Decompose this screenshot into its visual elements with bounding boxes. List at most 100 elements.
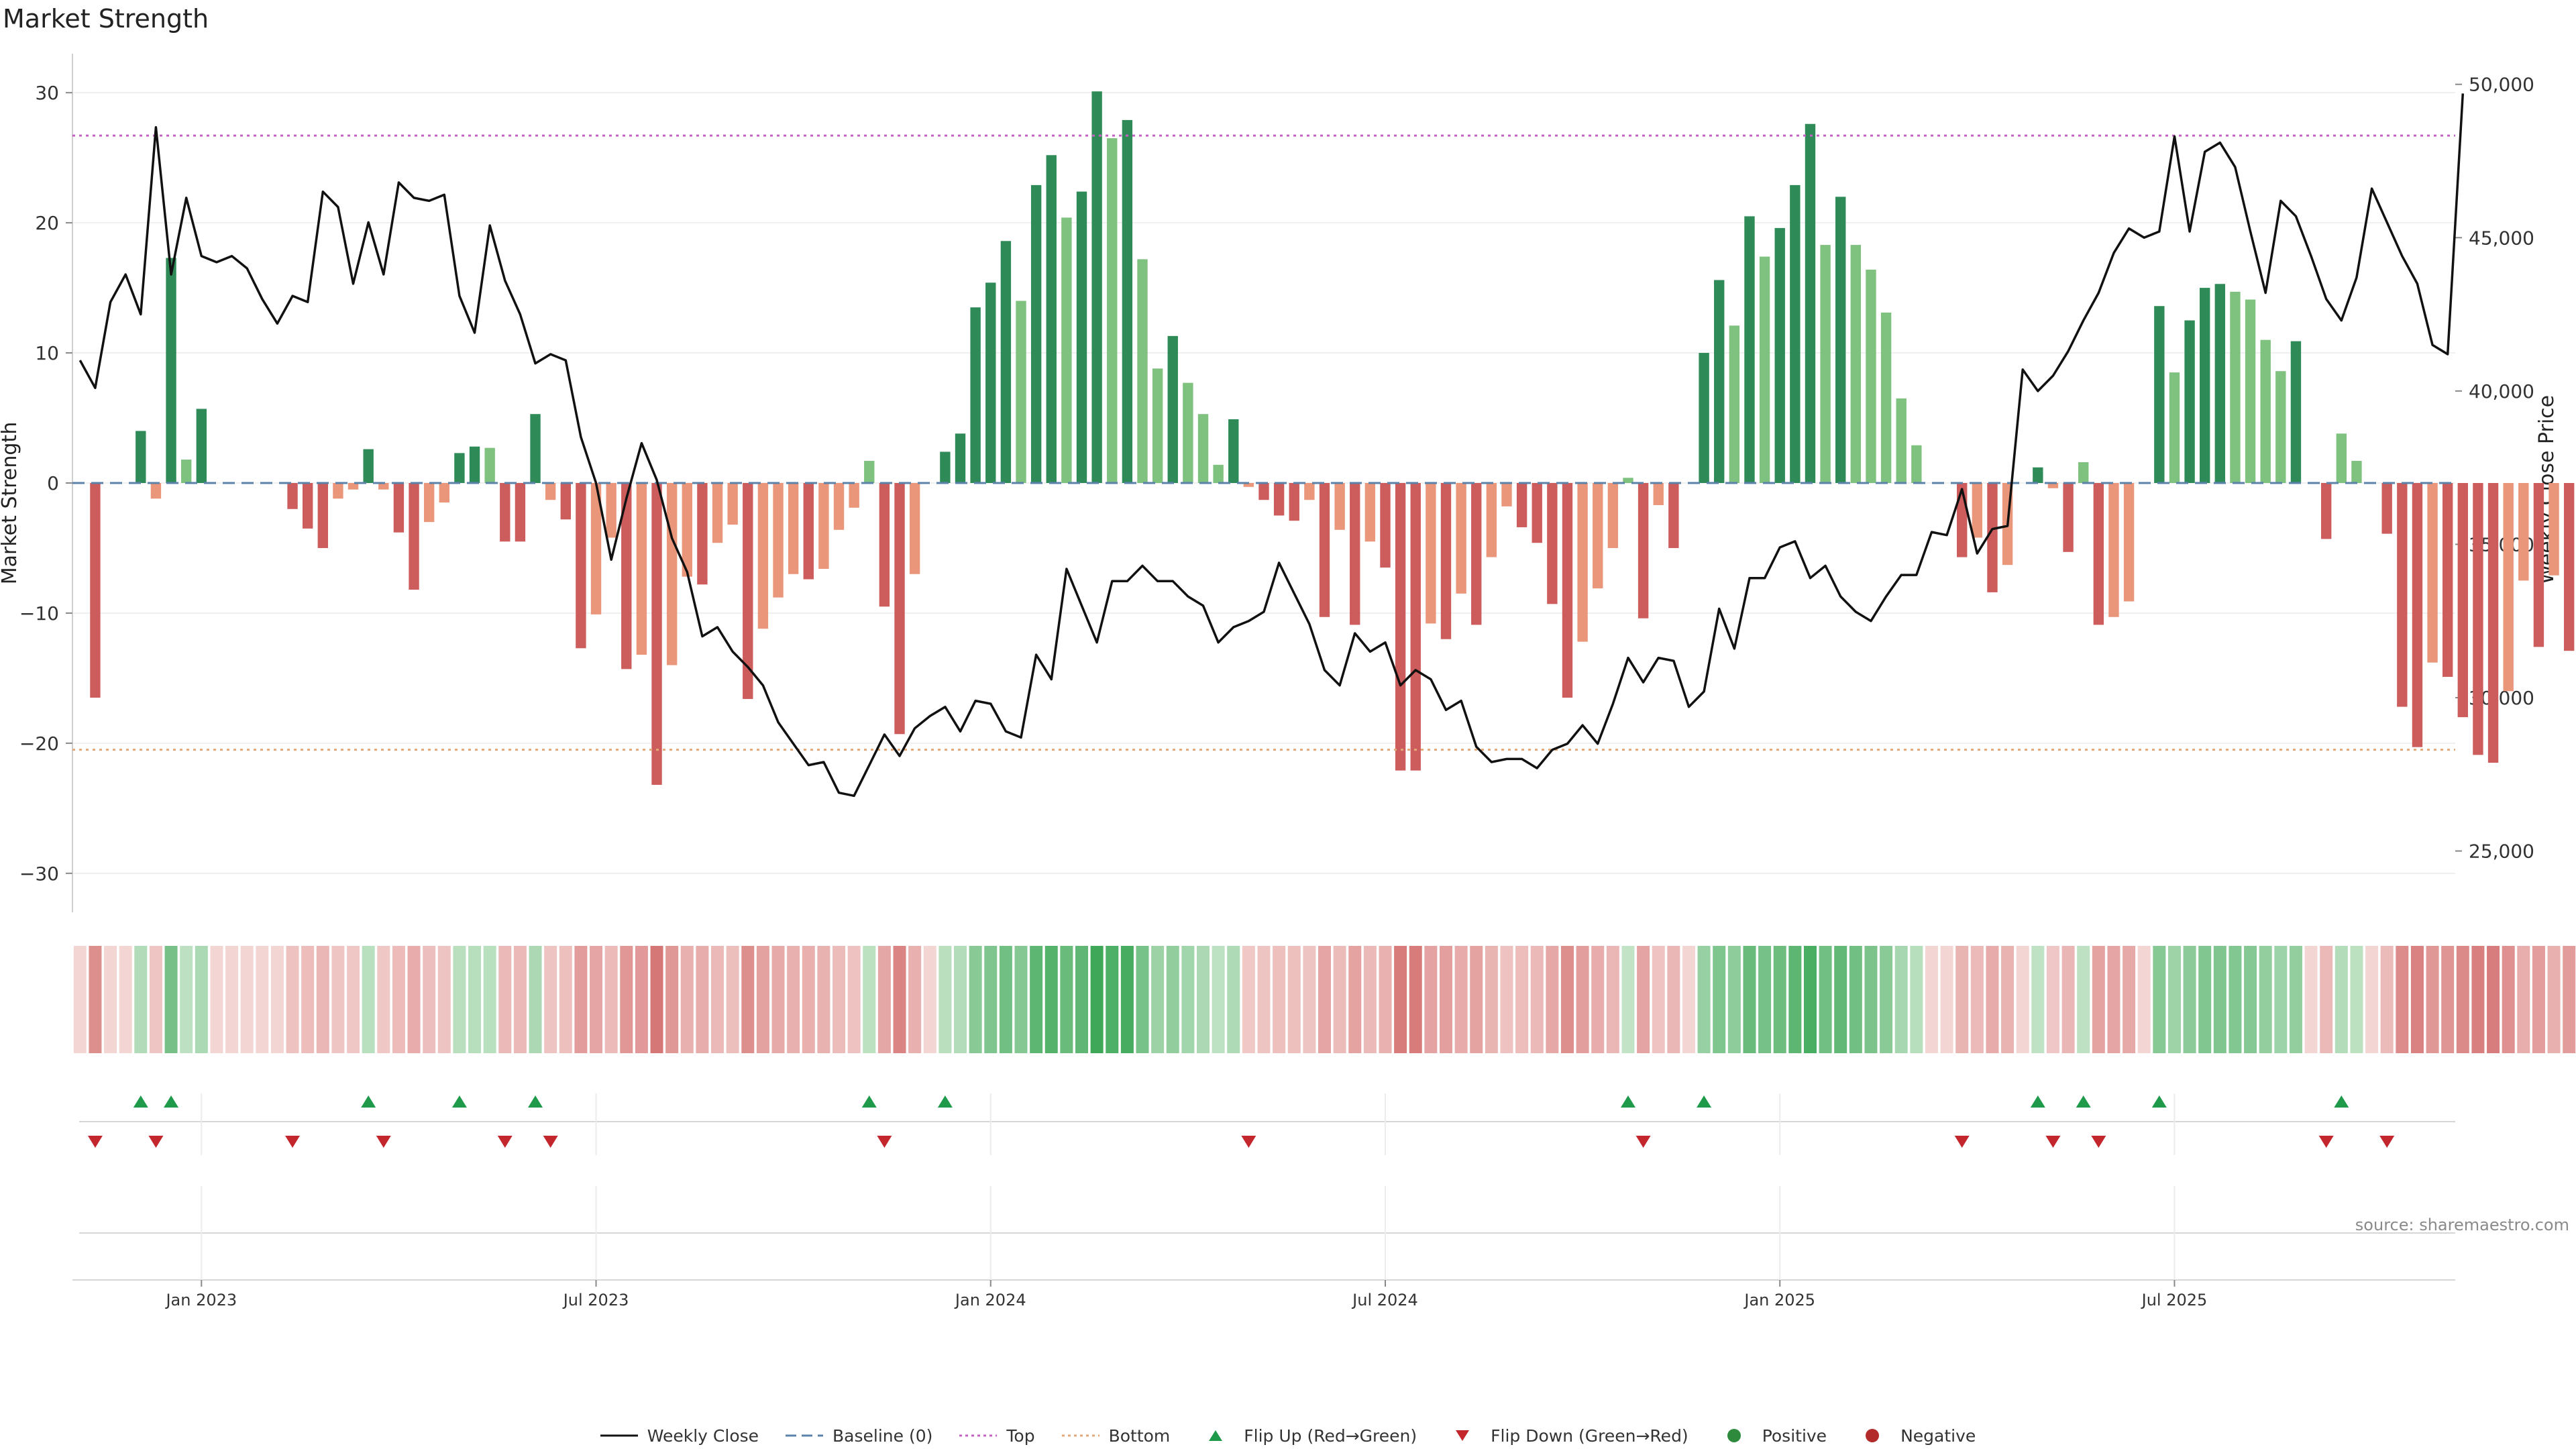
heat-cell <box>240 946 254 1053</box>
legend-symbol <box>1061 1434 1099 1437</box>
heat-cell <box>787 946 800 1053</box>
strength-bar <box>90 483 101 698</box>
strength-bar <box>469 446 480 483</box>
legend-symbol <box>1456 1430 1470 1441</box>
flip-down-marker <box>877 1136 892 1148</box>
strength-bar <box>484 447 495 483</box>
legend-item: Positive <box>1715 1426 1827 1446</box>
heat-cell <box>1803 946 1817 1053</box>
heat-cell <box>2046 946 2059 1053</box>
heat-cell <box>2274 946 2288 1053</box>
legend-item: Top <box>959 1426 1035 1446</box>
heat-cell <box>2259 946 2272 1053</box>
strength-bar <box>1501 483 1512 506</box>
heat-cell <box>1955 946 1969 1053</box>
strength-bar <box>2047 483 2059 488</box>
chart-legend: Weekly Close Baseline (0) Top Bottom Flip Up… <box>0 1422 2576 1449</box>
strength-bar <box>606 483 616 538</box>
heat-cell <box>847 946 861 1053</box>
strength-bar <box>1593 483 1603 589</box>
strength-bar <box>1167 335 1178 483</box>
heat-cell <box>2365 946 2379 1053</box>
strength-bar <box>1122 119 1133 484</box>
heat-cell <box>483 946 496 1053</box>
heat-cell <box>104 946 117 1053</box>
heat-cell <box>392 946 405 1053</box>
heat-cell <box>1925 946 1938 1053</box>
strength-bar <box>1972 483 1983 538</box>
heat-cell <box>1667 946 1680 1053</box>
heat-cell <box>1819 946 1832 1053</box>
heat-cell <box>1318 946 1331 1053</box>
strength-bar <box>666 483 678 665</box>
heat-cell <box>2471 946 2485 1053</box>
heat-cell <box>210 946 223 1053</box>
heat-cell <box>1030 946 1043 1053</box>
strength-bar <box>2033 467 2043 483</box>
strength-bar <box>818 483 829 569</box>
strength-bar <box>1759 256 1770 483</box>
strength-bar <box>1319 483 1330 617</box>
legend-label: Flip Up (Red→Green) <box>1244 1426 1417 1446</box>
heat-cell <box>2016 946 2029 1053</box>
weekly-close-line <box>78 93 2465 798</box>
heat-cell <box>2107 946 2121 1053</box>
strength-bar <box>1866 269 1876 483</box>
heat-cell <box>2213 946 2226 1053</box>
strength-bar <box>2245 299 2256 483</box>
heat-cell <box>650 946 663 1053</box>
left-tick-label: 30 <box>35 82 59 104</box>
strength-bar <box>2351 461 2362 483</box>
heat-cell <box>1697 946 1711 1053</box>
heat-cell <box>468 946 482 1053</box>
flip-up-marker <box>1620 1095 1635 1108</box>
strength-bar <box>1714 280 1725 483</box>
strength-bar <box>788 483 799 574</box>
strength-bar <box>2154 306 2165 483</box>
strength-bar <box>682 483 692 577</box>
strength-bar <box>1152 368 1163 483</box>
legend-item: Weekly Close <box>600 1426 759 1446</box>
strength-bar <box>287 483 298 509</box>
source-credit: source: sharemaestro.com <box>2355 1216 2569 1234</box>
flip-up-marker <box>2334 1095 2349 1108</box>
legend-item: Baseline (0) <box>786 1426 932 1446</box>
heat-cell <box>756 946 769 1053</box>
heat-cell <box>1227 946 1240 1053</box>
heat-cell <box>1470 946 1483 1053</box>
heat-cell <box>1136 946 1149 1053</box>
legend-symbol <box>959 1434 998 1437</box>
strength-bar <box>1456 483 1466 594</box>
strength-bar <box>1577 483 1588 642</box>
strength-bar <box>2063 483 2074 552</box>
strength-bar <box>363 449 374 483</box>
heat-cell <box>2183 946 2196 1053</box>
heat-cell <box>1606 946 1619 1053</box>
strength-bar <box>1228 419 1239 483</box>
heat-cell <box>877 946 891 1053</box>
heat-cell <box>1363 946 1377 1053</box>
heat-cell <box>2410 946 2424 1053</box>
heat-cell <box>574 946 588 1053</box>
heat-cell <box>513 946 527 1053</box>
heat-cell <box>1591 946 1605 1053</box>
strength-bar <box>849 483 859 508</box>
heat-cell <box>863 946 876 1053</box>
heat-cell <box>711 946 724 1053</box>
strength-bar <box>2321 483 2332 539</box>
strength-bar <box>712 483 723 543</box>
heat-cell <box>407 946 421 1053</box>
heat-cell <box>316 946 329 1053</box>
heat-cell <box>1348 946 1362 1053</box>
strength-bar <box>1350 483 1360 625</box>
strength-bar <box>1607 483 1619 548</box>
x-tick-label: Jan 2024 <box>954 1291 1026 1309</box>
heat-cell <box>938 946 952 1053</box>
heat-cell <box>1940 946 1953 1053</box>
strength-bar <box>970 307 981 483</box>
right-tick-label: 40,000 <box>2469 380 2534 402</box>
strength-bar <box>803 483 814 580</box>
strength-bar <box>2397 483 2408 707</box>
strength-bar <box>1880 312 1892 483</box>
legend-label: Positive <box>1762 1426 1827 1446</box>
